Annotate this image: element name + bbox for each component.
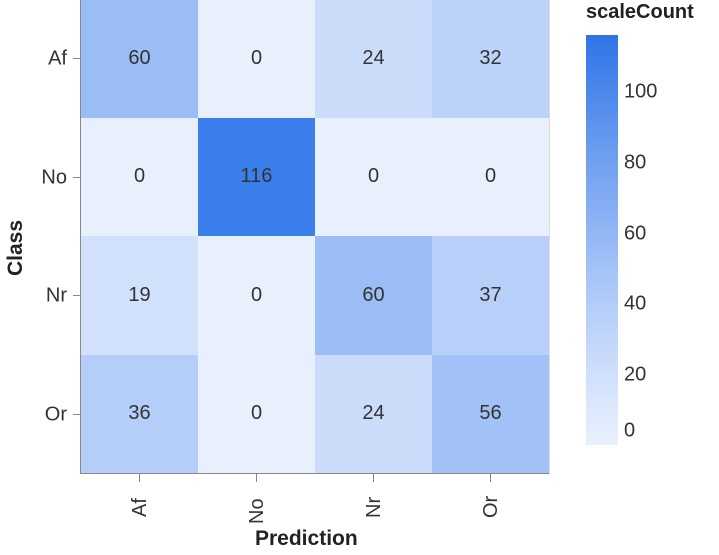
y-tick [73,295,80,296]
heatmap-cell: 37 [432,236,549,355]
y-tick-label-af: Af [48,47,67,70]
legend-title: scaleCount [586,1,694,23]
heatmap-plot: 60 0 24 32 0 116 0 0 19 0 60 37 36 0 24 56 [81,0,549,473]
y-tick [73,414,80,415]
y-axis-line [80,0,81,474]
x-tick [373,474,374,482]
legend-label: 40 [624,292,647,315]
legend-label: 100 [624,80,658,103]
x-axis-title: Prediction [255,527,358,550]
y-tick-label-no: No [41,166,67,189]
x-tick-label-no: No [246,498,268,524]
heatmap-cell: 60 [315,236,432,355]
legend-label: 20 [624,363,647,386]
x-tick [256,474,257,482]
heatmap-cell: 56 [432,354,549,473]
x-axis-line [80,473,550,474]
legend-label: 0 [624,419,636,442]
heatmap-cell: 0 [198,0,315,118]
heatmap-cell: 0 [198,354,315,473]
x-tick [490,474,491,482]
heatmap-cell: 24 [315,354,432,473]
heatmap-cell: 0 [432,117,549,236]
legend-label: 80 [624,151,647,174]
x-tick-label-nr: Nr [363,496,385,518]
y-axis-title: Class [4,219,28,277]
heatmap-cell: 19 [81,236,198,355]
heatmap-cell: 0 [81,117,198,236]
y-tick-label-or: Or [44,403,67,426]
heatmap-cell: 0 [315,117,432,236]
heatmap-cell: 0 [198,236,315,355]
x-tick-label-af: Af [129,498,151,517]
legend-gradient-bar [586,35,618,445]
legend-label: 60 [624,222,647,245]
heatmap-cell: 36 [81,354,198,473]
heatmap-cell: 24 [315,0,432,118]
y-tick-label-nr: Nr [45,284,67,307]
plot-right-border [549,0,550,474]
x-tick [139,474,140,482]
y-tick [73,58,80,59]
y-tick [73,177,80,178]
heatmap-cell: 116 [198,117,315,236]
heatmap-cell: 60 [81,0,198,118]
x-tick-label-or: Or [480,495,502,518]
heatmap-cell: 32 [432,0,549,118]
